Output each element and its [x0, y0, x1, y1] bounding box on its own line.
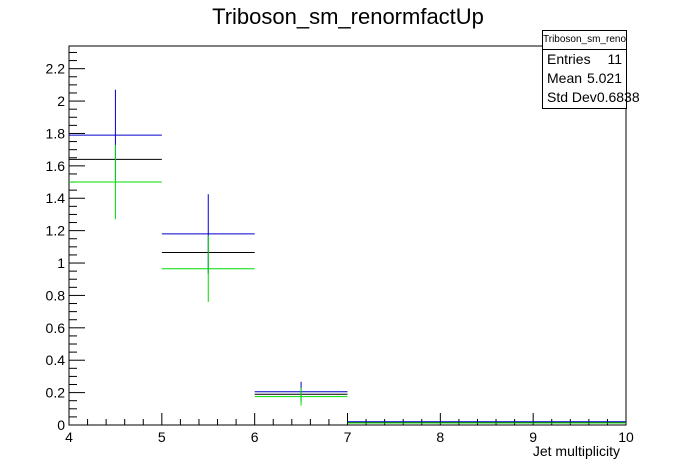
x-tick-label: 7 [344, 429, 352, 445]
x-tick-label: 9 [529, 429, 537, 445]
y-tick-label: 0.6 [46, 320, 66, 336]
y-tick-label: 0.8 [46, 287, 66, 303]
y-tick-label: 0.2 [46, 385, 66, 401]
series-group [69, 158, 626, 424]
y-tick-label: 0.4 [46, 352, 66, 368]
x-axis: 4 5 6 7 8 9 10 [65, 413, 634, 445]
x-tick-label: 5 [158, 429, 166, 445]
stats-row-mean: Mean 5.021 [543, 69, 626, 88]
stats-box: Triboson_sm_renormfactUp Entries 11 Mean… [542, 30, 640, 109]
stats-label: Std Dev [547, 89, 597, 105]
y-tick-label: 1.6 [46, 158, 66, 174]
x-tick-label: 10 [618, 429, 634, 445]
y-tick-label: 1.8 [46, 125, 66, 141]
stats-label: Mean [547, 70, 583, 86]
stats-value: 0.6838 [596, 89, 640, 105]
y-tick-label: 1.2 [46, 223, 66, 239]
y-tick-label: 1 [57, 255, 65, 271]
stats-title: Triboson_sm_renormfactUp [543, 31, 626, 50]
stats-row-std-dev: Std Dev 0.6838 [543, 88, 640, 107]
stats-value: 5.021 [586, 70, 622, 86]
x-axis-label: Jet multiplicity [533, 443, 620, 459]
series-group [69, 89, 626, 423]
x-tick-label: 8 [436, 429, 444, 445]
series-group [69, 144, 626, 424]
y-axis: 0 0.2 0.4 0.6 0.8 1 1.2 1.4 1.6 1.8 2 2.2 [46, 51, 85, 433]
stats-row-entries: Entries 11 [543, 50, 626, 69]
data-series [69, 89, 626, 424]
stats-value: 11 [607, 51, 622, 67]
x-tick-label: 4 [65, 429, 73, 445]
y-tick-label: 0 [57, 417, 65, 433]
chart-title: Triboson_sm_renormfactUp [212, 4, 484, 29]
stats-label: Entries [547, 51, 591, 67]
y-tick-label: 1.4 [46, 190, 66, 206]
y-tick-label: 2.2 [46, 61, 66, 77]
x-tick-label: 6 [251, 429, 259, 445]
y-tick-label: 2 [57, 93, 65, 109]
